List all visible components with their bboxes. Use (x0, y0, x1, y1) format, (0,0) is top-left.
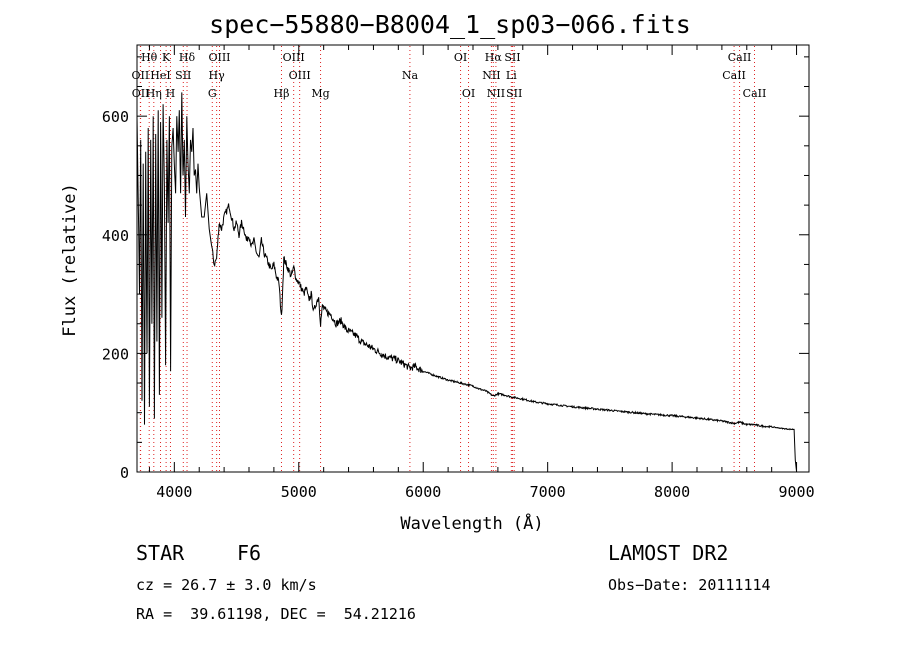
line-id-label: Hγ (209, 69, 226, 82)
line-id-label: CaII (722, 69, 746, 82)
line-id-label: NII (487, 87, 505, 100)
line-id-label: H (166, 87, 176, 100)
line-id-label: Hθ (141, 51, 158, 64)
x-tick-label: 8000 (654, 483, 690, 501)
line-id-label: Hδ (179, 51, 196, 64)
line-id-label: OI (454, 51, 467, 64)
y-axis-label: Flux (relative) (60, 183, 80, 337)
line-id-label: G (208, 87, 217, 100)
spectrum-line (136, 92, 798, 473)
y-tick-label: 600 (102, 108, 129, 126)
survey-name: LAMOST DR2 (608, 541, 729, 565)
line-id-label: SII (504, 51, 520, 64)
line-markers (139, 46, 755, 471)
line-id-label: OII (132, 69, 150, 82)
obs-date: Obs−Date: 20111114 (608, 576, 771, 594)
chart-title: spec−55880−B8004_1_sp03−066.fits (209, 10, 691, 39)
line-id-label: Hα (485, 51, 503, 64)
line-id-label: Li (506, 69, 517, 82)
line-id-label: SII (175, 69, 191, 82)
x-tick-label: 9000 (778, 483, 814, 501)
coordinates: RA = 39.61198, DEC = 54.21216 (136, 605, 416, 623)
y-tick-label: 200 (102, 345, 129, 363)
x-tick-label: 7000 (530, 483, 566, 501)
line-id-label: OIII (283, 51, 305, 64)
x-tick-label: 4000 (156, 483, 192, 501)
plot-frame (136, 44, 810, 473)
line-id-label: NII (482, 69, 500, 82)
line-id-label: Na (402, 69, 419, 82)
y-tick-label: 400 (102, 227, 129, 245)
redshift-text: cz = 26.7 ± 3.0 km/s (136, 576, 317, 594)
axes: 4000 5000 6000 7000 8000 9000 0 200 400 600 (102, 45, 815, 501)
object-subclass: F6 (237, 541, 262, 565)
line-id-label: OIII (208, 51, 230, 64)
line-id-label: Mg (311, 87, 329, 100)
line-id-label: OIII (289, 69, 311, 82)
line-id-label: CaII (743, 87, 767, 100)
line-id-label: K (162, 51, 171, 64)
line-id-label: Hβ (274, 87, 290, 100)
line-id-label: HeI (150, 69, 170, 82)
x-tick-label: 5000 (281, 483, 317, 501)
x-axis-label: Wavelength (Å) (400, 512, 543, 534)
line-id-label: CaII (728, 51, 752, 64)
line-id-label: OI (462, 87, 475, 100)
x-tick-label: 6000 (405, 483, 441, 501)
line-id-label: OII (132, 87, 150, 100)
object-class: STAR (136, 541, 185, 565)
line-id-label: Hη (146, 87, 162, 100)
y-tick-label: 0 (120, 464, 129, 482)
line-id-label: SII (506, 87, 522, 100)
